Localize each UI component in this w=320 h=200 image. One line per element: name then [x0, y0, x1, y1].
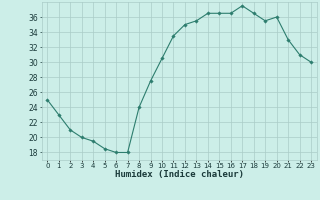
- X-axis label: Humidex (Indice chaleur): Humidex (Indice chaleur): [115, 170, 244, 179]
